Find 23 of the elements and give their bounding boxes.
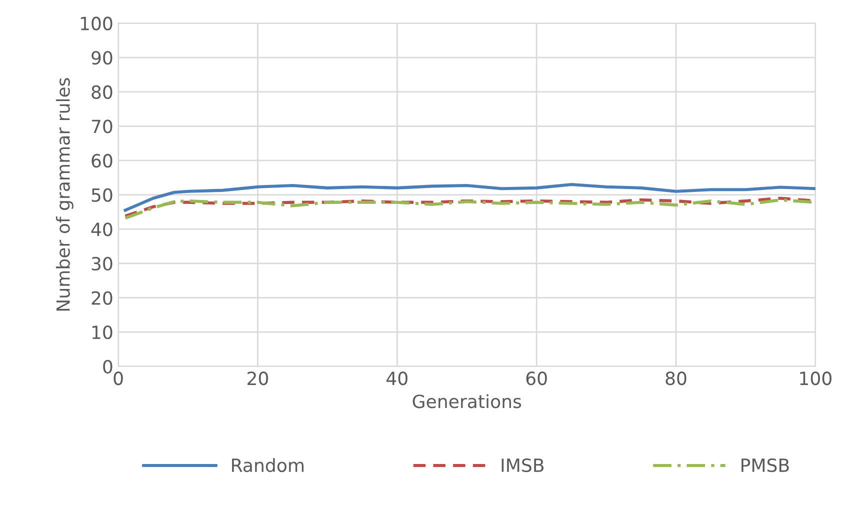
y-tick-label: 80 [92, 85, 112, 99]
x-tick-label: 100 [800, 372, 832, 386]
y-tick-label: 90 [92, 50, 112, 65]
x-axis-title: Generations [412, 394, 522, 408]
legend-label: IMSB [502, 458, 544, 472]
y-tick-label: 20 [92, 291, 112, 305]
x-tick-label: 40 [386, 372, 408, 386]
y-tick-label: 100 [80, 16, 112, 30]
y-tick-label: 0 [103, 360, 112, 374]
legend-label: Random [232, 458, 304, 472]
legend-label: PMSB [742, 458, 789, 472]
x-tick-label: 20 [248, 372, 268, 386]
y-tick-label: 40 [91, 222, 112, 236]
y-tick-label: 70 [92, 120, 112, 134]
y-tick-label: 50 [92, 188, 112, 202]
line-series [124, 182, 816, 212]
x-tick-label: 60 [526, 372, 547, 386]
x-tick-label: 0 [114, 372, 123, 386]
y-tick-label: 10 [92, 326, 112, 340]
y-tick-label: 60 [92, 154, 112, 168]
y-axis-title: Number of grammar rules [56, 78, 74, 311]
y-tick-label: 30 [92, 256, 112, 271]
x-tick-label: 80 [666, 372, 686, 386]
